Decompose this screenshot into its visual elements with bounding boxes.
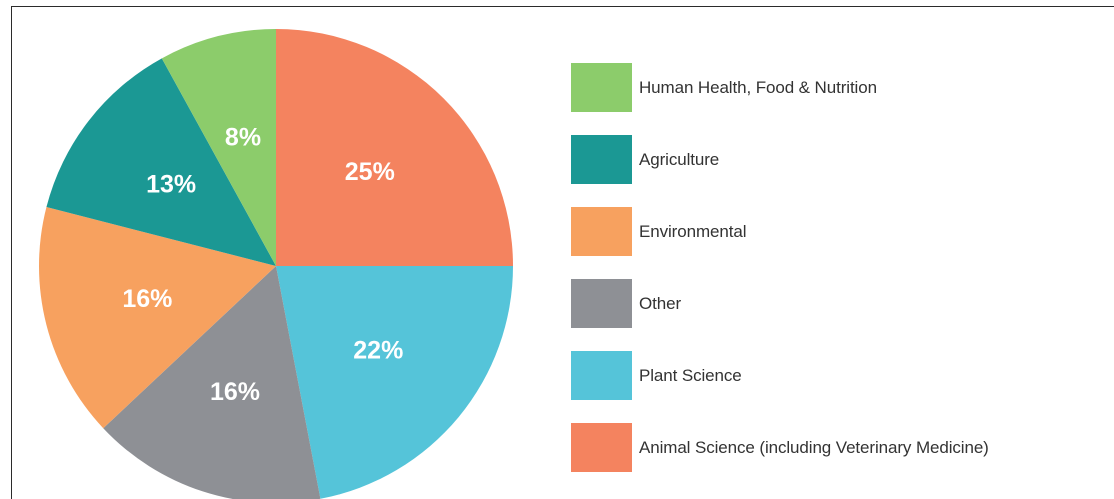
- pie-slice-value-label: 22%: [353, 337, 403, 365]
- legend-label: Animal Science (including Veterinary Med…: [639, 437, 989, 457]
- legend-label: Other: [639, 293, 682, 313]
- legend-label: Agriculture: [639, 149, 720, 169]
- legend-item-human-health: Human Health, Food & Nutrition: [571, 63, 989, 112]
- pie-chart: 25% 22% 16% 16% 13% 8%: [39, 29, 513, 499]
- pie-slice-animal-science-including-veterinary-medicine: [276, 29, 513, 266]
- legend: Human Health, Food & Nutrition Agricultu…: [571, 63, 989, 495]
- legend-swatch: [571, 135, 632, 184]
- pie-slice-value-label: 13%: [146, 171, 196, 199]
- pie-slice-value-label: 16%: [210, 378, 260, 406]
- legend-label: Environmental: [639, 221, 747, 241]
- pie-slice-value-label: 25%: [345, 158, 395, 186]
- legend-label: Human Health, Food & Nutrition: [639, 77, 877, 97]
- legend-item-animal-science: Animal Science (including Veterinary Med…: [571, 423, 989, 472]
- legend-item-environmental: Environmental: [571, 207, 989, 256]
- legend-item-agriculture: Agriculture: [571, 135, 989, 184]
- legend-item-other: Other: [571, 279, 989, 328]
- chart-frame: 25% 22% 16% 16% 13% 8% Human Health, Food & N…: [11, 6, 1114, 499]
- pie-slice-environmental: [39, 207, 276, 429]
- legend-swatch: [571, 351, 632, 400]
- legend-swatch: [571, 63, 632, 112]
- pie-slice-value-label: 8%: [225, 123, 261, 151]
- legend-label: Plant Science: [639, 365, 742, 385]
- legend-swatch: [571, 279, 632, 328]
- legend-swatch: [571, 207, 632, 256]
- pie-slice-agriculture: [46, 58, 277, 266]
- pie-slice-value-label: 16%: [122, 285, 172, 313]
- pie-slice-other: [103, 266, 321, 499]
- pie-slice-plant-science: [276, 266, 513, 499]
- pie-slice-human-health-food-nutrition: [161, 29, 276, 266]
- legend-swatch: [571, 423, 632, 472]
- legend-item-plant-science: Plant Science: [571, 351, 989, 400]
